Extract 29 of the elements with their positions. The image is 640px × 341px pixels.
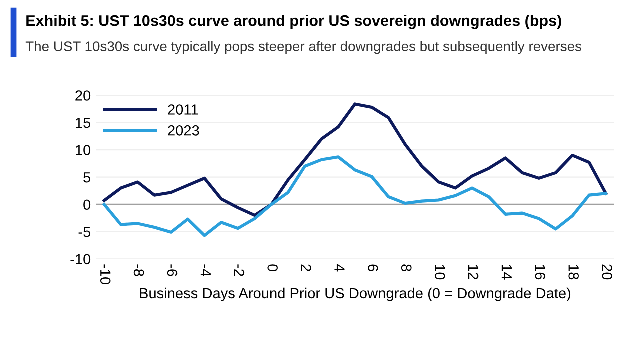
y-tick-label: 15: [76, 118, 91, 128]
x-tick-label: 2: [301, 264, 312, 272]
line-series: [102, 156, 608, 238]
x-tick-label: 8: [401, 264, 412, 272]
chart-subtitle: The UST 10s30s curve typically pops steeper after downgrades but subsequently reverses: [26, 41, 582, 54]
y-tick-label: 20: [76, 90, 91, 101]
x-tick-label: 10: [434, 265, 446, 280]
x-axis-title: Business Days Around Prior US Downgrade (0 = Downgrade Date): [140, 288, 571, 302]
x-tick-label: 0: [268, 264, 278, 272]
x-tick-label: 6: [368, 264, 378, 272]
x-tick-label: -4: [200, 264, 211, 277]
x-tick-label: 14: [502, 265, 512, 280]
y-tick-label: 10: [76, 145, 91, 156]
x-tick-label: 20: [602, 264, 612, 280]
x-tick-label: -8: [134, 264, 144, 276]
x-tick-label: 16: [535, 265, 546, 280]
legend-label: 2011: [168, 104, 198, 115]
x-tick-label: 4: [334, 264, 345, 272]
y-tick-label: 5: [84, 172, 91, 183]
x-tick-label: -10: [100, 264, 111, 285]
x-tick-label: 18: [568, 265, 580, 280]
x-tick-label: 12: [468, 265, 479, 280]
line-series: [102, 102, 608, 218]
chart-title: Exhibit 5: UST 10s30s curve around prior US sovereign downgrades (bps): [26, 15, 562, 30]
legend-label: 2023: [168, 126, 200, 136]
x-tick-label: -6: [167, 264, 178, 276]
y-tick-label: -5: [78, 227, 91, 238]
x-tick-label: -2: [234, 264, 245, 276]
y-tick-label: 0: [84, 200, 91, 210]
